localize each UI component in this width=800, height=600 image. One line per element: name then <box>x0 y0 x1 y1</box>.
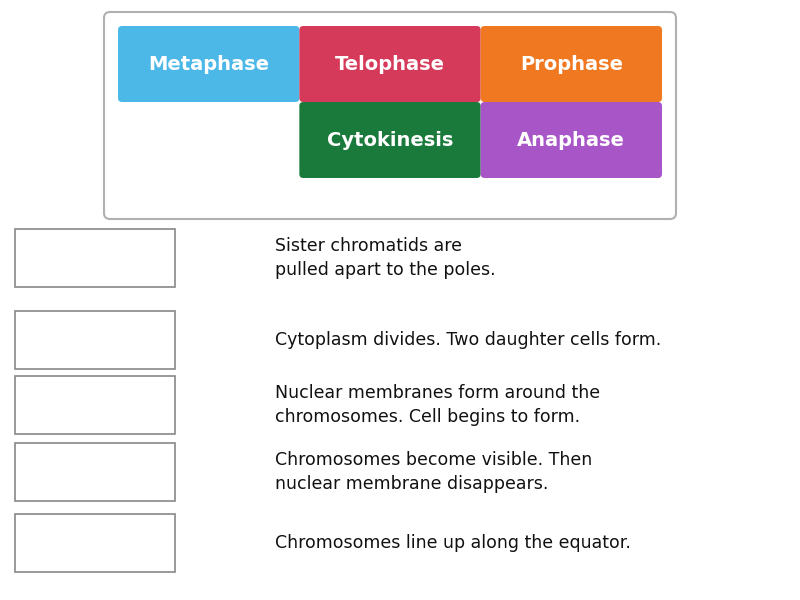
Text: Prophase: Prophase <box>520 55 623 73</box>
Text: Metaphase: Metaphase <box>148 55 269 73</box>
Text: Nuclear membranes form around the
chromosomes. Cell begins to form.: Nuclear membranes form around the chromo… <box>275 384 600 426</box>
FancyBboxPatch shape <box>15 229 175 287</box>
Text: Chromosomes line up along the equator.: Chromosomes line up along the equator. <box>275 534 631 552</box>
FancyBboxPatch shape <box>118 26 299 102</box>
Text: Sister chromatids are
pulled apart to the poles.: Sister chromatids are pulled apart to th… <box>275 237 496 279</box>
FancyBboxPatch shape <box>481 102 662 178</box>
FancyBboxPatch shape <box>481 26 662 102</box>
FancyBboxPatch shape <box>15 311 175 369</box>
Text: Chromosomes become visible. Then
nuclear membrane disappears.: Chromosomes become visible. Then nuclear… <box>275 451 592 493</box>
Text: Cytokinesis: Cytokinesis <box>327 130 453 149</box>
FancyBboxPatch shape <box>15 514 175 572</box>
FancyBboxPatch shape <box>15 443 175 501</box>
FancyBboxPatch shape <box>299 26 481 102</box>
FancyBboxPatch shape <box>299 102 481 178</box>
Text: Anaphase: Anaphase <box>518 130 626 149</box>
Text: Telophase: Telophase <box>335 55 445 73</box>
FancyBboxPatch shape <box>15 376 175 434</box>
Text: Cytoplasm divides. Two daughter cells form.: Cytoplasm divides. Two daughter cells fo… <box>275 331 662 349</box>
FancyBboxPatch shape <box>104 12 676 219</box>
